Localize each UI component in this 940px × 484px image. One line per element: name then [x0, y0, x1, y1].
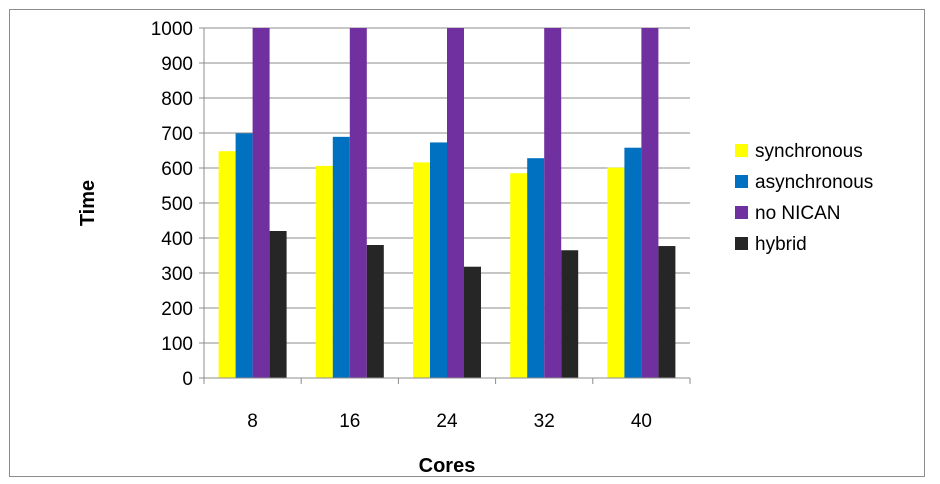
- y-tick-label: 500: [161, 194, 193, 215]
- bar: [607, 167, 625, 378]
- y-tick-label: 1000: [151, 19, 193, 40]
- bar: [366, 245, 384, 378]
- x-tick-label: 8: [247, 411, 258, 432]
- bar: [252, 28, 270, 378]
- y-tick-label: 100: [161, 334, 193, 355]
- bar: [510, 173, 528, 378]
- bar: [464, 266, 481, 378]
- x-tick-label: 16: [339, 411, 360, 432]
- bar: [269, 231, 287, 378]
- x-tick-label: 32: [534, 411, 555, 432]
- legend-label: hybrid: [755, 234, 807, 255]
- chart-frame: [9, 9, 925, 477]
- bar: [349, 28, 367, 378]
- x-tick-label: 24: [436, 411, 458, 432]
- x-axis-title: Cores: [419, 455, 476, 477]
- y-tick-label: 300: [161, 264, 193, 285]
- bar: [235, 133, 253, 378]
- bar: [332, 136, 350, 378]
- bar: [413, 162, 430, 378]
- legend-swatch: [735, 237, 748, 250]
- bar: [527, 158, 545, 378]
- legend-label: no NICAN: [755, 203, 841, 224]
- bar: [544, 28, 562, 378]
- y-tick-label: 800: [161, 89, 193, 110]
- bar: [218, 151, 236, 378]
- bar: [624, 147, 642, 378]
- y-tick-label: 400: [161, 229, 193, 250]
- y-tick-label: 900: [161, 54, 193, 75]
- bar: [658, 246, 676, 378]
- x-tick-label: 40: [631, 411, 652, 432]
- y-tick-label: 0: [182, 369, 193, 390]
- bar: [430, 142, 447, 378]
- bar: [641, 28, 659, 378]
- legend-swatch: [735, 144, 748, 157]
- y-axis-title: Time: [77, 180, 99, 226]
- legend-label: synchronous: [755, 141, 863, 162]
- legend-swatch: [735, 206, 748, 219]
- bar: [561, 250, 579, 378]
- legend-swatch: [735, 175, 748, 188]
- y-tick-label: 700: [161, 124, 193, 145]
- y-tick-label: 600: [161, 159, 193, 180]
- bar: [315, 165, 333, 378]
- y-tick-label: 200: [161, 299, 193, 320]
- legend-label: asynchronous: [755, 172, 873, 193]
- bar: [447, 28, 464, 378]
